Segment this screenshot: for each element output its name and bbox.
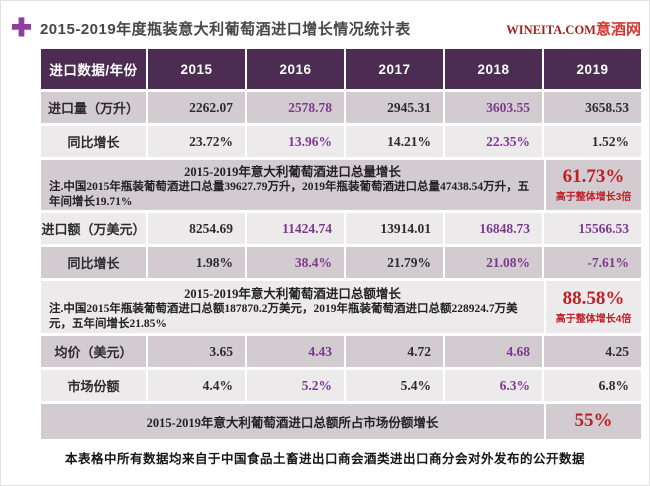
summary-highlight-cell: 55%	[546, 404, 641, 439]
value-cell: 21.79%	[346, 247, 443, 278]
value-cell: 4.68	[445, 336, 542, 367]
summary-title: 2015-2019年意大利葡萄酒进口总额增长	[184, 286, 401, 301]
value-cell: 4.25	[544, 336, 641, 367]
value-cell: 2578.78	[247, 92, 344, 123]
table-row-volume-yoy: 同比增长 23.72% 13.96% 14.21% 22.35% 1.52%	[41, 126, 641, 157]
value-cell: 38.4%	[247, 247, 344, 278]
row-label: 同比增长	[41, 126, 146, 157]
value-cell: 3603.55	[445, 92, 542, 123]
value-cell: 4.72	[346, 336, 443, 367]
value-cell: 16848.73	[445, 213, 542, 244]
highlight-value: 61.73%	[562, 166, 625, 188]
value-cell: 1.98%	[148, 247, 245, 278]
value-cell: 4.4%	[148, 370, 245, 401]
table-row-market-share: 市场份额 4.4% 5.2% 5.4% 6.3% 6.8%	[41, 370, 641, 401]
value-cell: 3658.53	[544, 92, 641, 123]
header-cell-2017: 2017	[346, 49, 443, 89]
value-cell: 14.21%	[346, 126, 443, 157]
header-cell-2018: 2018	[445, 49, 542, 89]
data-source-note: 本表格中所有数据均来自于中国食品土畜进出口商会酒类进出口商分会对外发布的公开数据	[64, 452, 585, 466]
value-cell: 6.8%	[544, 370, 641, 401]
summary-title: 2015-2019年意大利葡萄酒进口总额所占市场份额增长	[146, 416, 439, 430]
summary-text-cell: 2015-2019年意大利葡萄酒进口总量增长 注.中国2015年瓶装葡萄酒进口总…	[41, 160, 544, 210]
highlight-value: 88.58%	[562, 288, 625, 310]
value-cell: 8254.69	[148, 213, 245, 244]
value-cell: 21.08%	[445, 247, 542, 278]
summary-row-share-growth: 2015-2019年意大利葡萄酒进口总额所占市场份额增长 55%	[41, 404, 641, 439]
value-cell: 15566.53	[544, 213, 641, 244]
summary-note: 注.中国2015年瓶装葡萄酒进口总量39627.79万升，2019年瓶装葡萄酒进…	[49, 180, 530, 208]
value-cell: 11424.74	[247, 213, 344, 244]
highlight-subtext: 高于整体增长3倍	[555, 191, 632, 203]
value-cell: 2262.07	[148, 92, 245, 123]
row-label: 同比增长	[41, 247, 146, 278]
summary-text-cell: 2015-2019年意大利葡萄酒进口总额增长 注.中国2015年瓶装葡萄酒进口总…	[41, 281, 544, 333]
value-cell: 2945.31	[346, 92, 443, 123]
value-cell: -7.61%	[544, 247, 641, 278]
wineita-logo-cjk: 意酒网	[595, 20, 641, 38]
page-title: 2015-2019年度瓶装意大利葡萄酒进口增长情况统计表	[39, 20, 411, 38]
highlight-value: 55%	[574, 410, 613, 432]
value-cell: 1.52%	[544, 126, 641, 157]
value-cell: 13.96%	[247, 126, 344, 157]
summary-text-cell: 2015-2019年意大利葡萄酒进口总额所占市场份额增长	[41, 404, 544, 439]
wineita-logo[interactable]: WINEITA.COM意酒网	[506, 18, 641, 39]
highlight-subtext: 高于整体增长4倍	[555, 313, 632, 325]
value-cell: 5.4%	[346, 370, 443, 401]
wineita-logo-latin: WINEITA.COM	[506, 22, 596, 37]
table-row-import-volume: 进口量（万升） 2262.07 2578.78 2945.31 3603.55 …	[41, 92, 641, 123]
table-row-import-value: 进口额（万美元） 8254.69 11424.74 13914.01 16848…	[41, 213, 641, 244]
summary-highlight-cell: 61.73% 高于整体增长3倍	[546, 160, 641, 210]
summary-highlight-cell: 88.58% 高于整体增长4倍	[546, 281, 641, 333]
statistics-table: 进口数据/年份 2015 2016 2017 2018 2019 进口量（万升）…	[41, 49, 641, 439]
value-cell: 6.3%	[445, 370, 542, 401]
row-label: 市场份额	[41, 370, 146, 401]
row-label: 进口量（万升）	[41, 92, 146, 123]
row-label: 进口额（万美元）	[41, 213, 146, 244]
table-row-average-price: 均价（美元） 3.65 4.43 4.72 4.68 4.25	[41, 336, 641, 367]
summary-note: 注.中国2015年瓶装葡萄酒进口总额187870.2万美元，2019年瓶装葡萄酒…	[49, 302, 518, 330]
summary-title: 2015-2019年意大利葡萄酒进口总量增长	[184, 164, 401, 179]
table-header-row: 进口数据/年份 2015 2016 2017 2018 2019	[41, 49, 641, 89]
value-cell: 3.65	[148, 336, 245, 367]
value-cell: 5.2%	[247, 370, 344, 401]
summary-row-value-growth: 2015-2019年意大利葡萄酒进口总额增长 注.中国2015年瓶装葡萄酒进口总…	[41, 281, 641, 333]
header-cell-2016: 2016	[247, 49, 344, 89]
plus-icon: ✚	[11, 14, 32, 42]
value-cell: 13914.01	[346, 213, 443, 244]
summary-row-volume-growth: 2015-2019年意大利葡萄酒进口总量增长 注.中国2015年瓶装葡萄酒进口总…	[41, 160, 641, 210]
header-cell-metric: 进口数据/年份	[41, 49, 146, 89]
title-bar: ✚ 2015-2019年度瓶装意大利葡萄酒进口增长情况统计表 WINEITA.C…	[1, 1, 649, 47]
row-label: 均价（美元）	[41, 336, 146, 367]
value-cell: 22.35%	[445, 126, 542, 157]
header-cell-2015: 2015	[148, 49, 245, 89]
header-cell-2019: 2019	[544, 49, 641, 89]
value-cell: 23.72%	[148, 126, 245, 157]
table-row-value-yoy: 同比增长 1.98% 38.4% 21.79% 21.08% -7.61%	[41, 247, 641, 278]
value-cell: 4.43	[247, 336, 344, 367]
